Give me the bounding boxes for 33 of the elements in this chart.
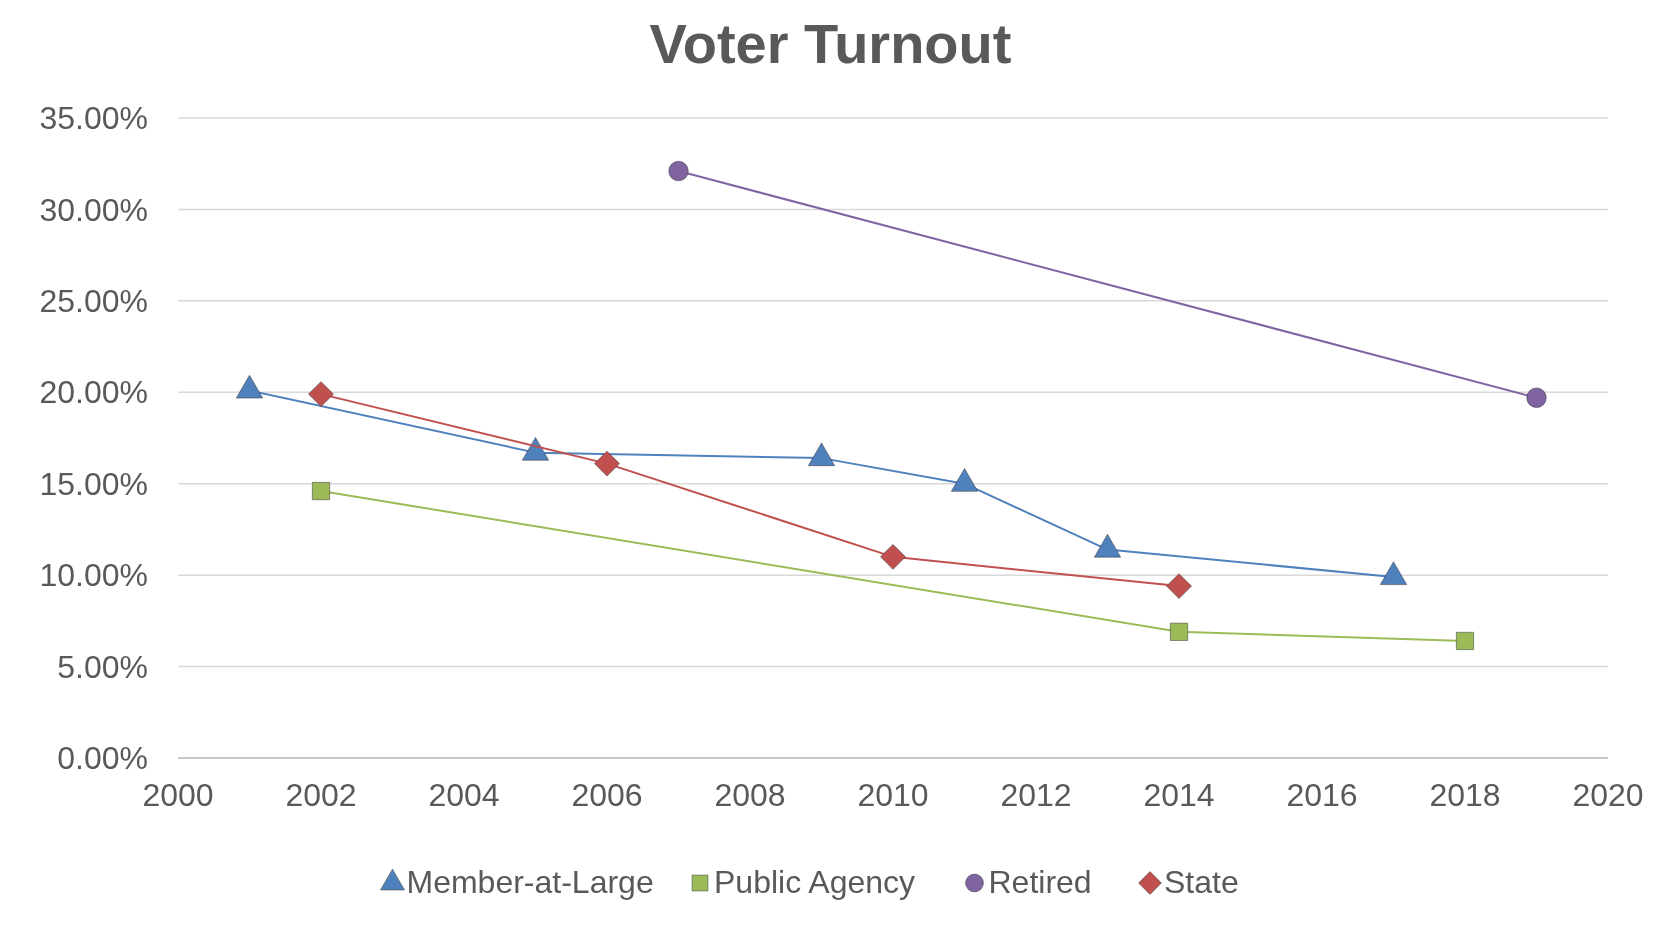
y-tick-label: 5.00% <box>57 648 148 685</box>
x-tick-label: 2010 <box>857 777 929 813</box>
y-tick-label: 20.00% <box>39 374 148 411</box>
point <box>1456 632 1474 650</box>
y-tick-label: 35.00% <box>39 100 148 137</box>
y-tick-label: 15.00% <box>39 465 148 502</box>
x-tick-label: 2000 <box>142 777 214 813</box>
point <box>1526 387 1547 408</box>
legend-label: State <box>1164 864 1239 900</box>
x-tick-label: 2008 <box>714 777 786 813</box>
x-tick-label: 2018 <box>1429 777 1501 813</box>
legend-label: Retired <box>988 864 1092 900</box>
point <box>312 482 330 500</box>
x-tick-label: 2006 <box>571 777 643 813</box>
y-tick-label: 25.00% <box>39 283 148 320</box>
legend-label: Member-at-Large <box>406 864 654 900</box>
y-tick-label: 10.00% <box>39 557 148 594</box>
x-tick-label: 2020 <box>1572 777 1644 813</box>
point <box>1170 622 1188 641</box>
y-tick-label: 0.00% <box>57 740 148 777</box>
y-tick-label: 30.00% <box>39 191 148 228</box>
point <box>594 450 620 477</box>
point <box>668 161 689 182</box>
legend-label: Public Agency <box>714 864 916 900</box>
point <box>308 381 334 407</box>
x-tick-label: 2002 <box>285 777 357 813</box>
point <box>880 544 906 570</box>
point <box>1166 573 1192 599</box>
chart-title: Voter Turnout <box>649 12 1012 75</box>
x-tick-label: 2004 <box>428 777 500 813</box>
x-tick-label: 2014 <box>1143 777 1215 813</box>
x-tick-label: 2012 <box>1000 777 1072 813</box>
x-tick-label: 2016 <box>1286 777 1358 813</box>
